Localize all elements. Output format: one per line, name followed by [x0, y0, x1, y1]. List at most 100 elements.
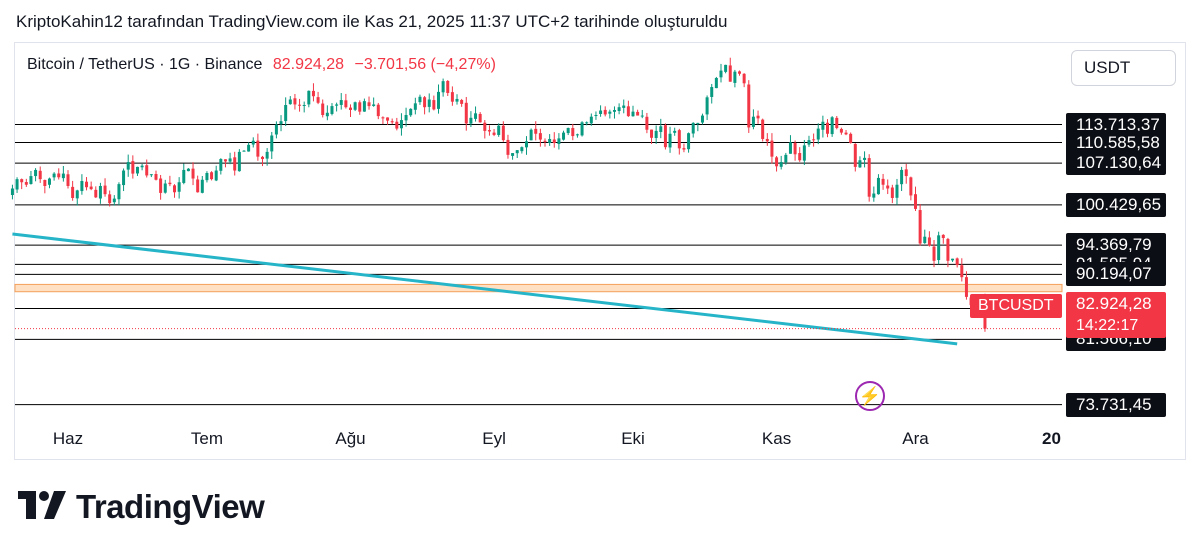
candle-body — [858, 160, 862, 168]
candle-body — [89, 186, 93, 190]
candle-body — [765, 138, 769, 142]
candle-body — [738, 71, 742, 74]
candle-body — [506, 139, 510, 155]
candle-body — [492, 132, 496, 135]
candle-body — [441, 81, 445, 93]
candle-body — [575, 134, 579, 136]
candle-body — [955, 258, 959, 266]
candle-body — [807, 140, 811, 145]
candle-body — [770, 140, 774, 157]
candle-body — [210, 172, 214, 180]
chart-frame[interactable] — [14, 42, 1186, 460]
candle-body — [173, 185, 177, 193]
candle-body — [548, 138, 552, 144]
candle-body — [941, 234, 945, 239]
candle-body — [464, 102, 468, 124]
candle-body — [487, 130, 491, 132]
candlestick-series — [10, 57, 987, 332]
last-price-value: 82.924,28 — [1076, 294, 1152, 313]
candle-body — [98, 185, 102, 199]
candle-body — [937, 235, 941, 261]
candle-body — [242, 150, 246, 152]
horizontal-levels — [15, 124, 1062, 406]
candle-body — [418, 96, 422, 103]
support-zone-rect — [14, 283, 1063, 293]
candle-body — [552, 139, 556, 144]
candle-body — [432, 100, 436, 110]
candle-body — [839, 128, 843, 133]
candle-body — [321, 103, 325, 115]
candle-body — [562, 132, 566, 140]
candle-body — [622, 105, 626, 108]
candle-body — [71, 186, 75, 198]
candle-body — [409, 108, 413, 116]
candle-body — [205, 172, 209, 181]
candle-body — [626, 106, 630, 117]
candle-body — [307, 90, 311, 105]
candle-body — [302, 104, 306, 106]
candle-body — [900, 169, 904, 185]
candle-body — [733, 71, 737, 83]
candle-body — [284, 104, 288, 122]
candle-body — [196, 179, 200, 193]
candle-body — [386, 117, 390, 121]
candle-body — [117, 184, 121, 200]
candle-body — [696, 122, 700, 124]
candle-body — [844, 132, 848, 135]
candle-body — [103, 185, 107, 195]
candle-body — [826, 122, 830, 134]
candle-body — [645, 116, 649, 130]
candle-body — [413, 103, 417, 110]
candle-body — [821, 121, 825, 130]
candle-body — [247, 144, 251, 152]
candle-body — [918, 210, 922, 244]
candle-body — [700, 115, 704, 123]
candle-body — [793, 142, 797, 155]
candle-body — [904, 169, 908, 177]
candle-body — [923, 236, 927, 244]
candle-body — [274, 124, 278, 135]
candle-body — [566, 128, 570, 134]
candle-body — [580, 122, 584, 136]
candle-body — [159, 178, 163, 193]
candle-body — [112, 198, 116, 203]
candle-body — [122, 170, 126, 186]
legend-change: −3.701,56 (−4,27%) — [354, 56, 496, 73]
candle-body — [20, 179, 24, 183]
candle-body — [710, 87, 714, 97]
candle-body — [261, 156, 265, 160]
candle-body — [724, 64, 728, 72]
candle-body — [816, 128, 820, 140]
time-axis-tick: Eyl — [482, 429, 506, 448]
price-axis-label: 73.731,45 — [1066, 392, 1166, 417]
candle-body — [52, 173, 56, 178]
lightning-icon[interactable]: ⚡ — [855, 381, 885, 411]
tradingview-logo-icon — [18, 491, 66, 519]
candle-body — [140, 165, 144, 168]
candle-body — [149, 174, 153, 176]
candle-body — [80, 181, 84, 192]
candle-body — [946, 238, 950, 261]
candle-body — [399, 120, 403, 129]
candle-body — [650, 129, 654, 138]
candle-body — [339, 100, 343, 105]
currency-selector[interactable]: USDT — [1071, 50, 1176, 86]
candle-body — [534, 128, 538, 134]
candle-body — [372, 104, 376, 106]
candle-body — [358, 102, 362, 112]
candle-body — [673, 130, 677, 133]
tradingview-brand[interactable]: TradingView — [18, 488, 265, 526]
candle-body — [381, 117, 385, 119]
candle-body — [659, 126, 663, 132]
candle-body — [784, 154, 788, 163]
candle-body — [43, 179, 47, 186]
candle-body — [182, 169, 186, 183]
candle-body — [599, 110, 603, 114]
candle-body — [186, 168, 190, 172]
candle-body — [927, 237, 931, 246]
candle-body — [145, 165, 149, 176]
candle-body — [612, 109, 616, 112]
candle-body — [909, 177, 913, 196]
candle-body — [585, 122, 589, 124]
